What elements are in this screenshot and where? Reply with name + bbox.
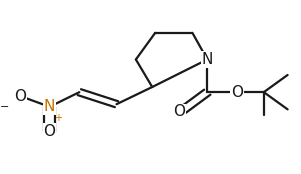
Text: +: + — [54, 113, 62, 123]
Text: −: − — [0, 102, 9, 112]
Text: O: O — [231, 85, 243, 100]
Text: O: O — [14, 89, 26, 104]
Text: O: O — [44, 124, 56, 139]
Text: O: O — [173, 104, 185, 119]
Text: N: N — [44, 99, 55, 114]
Text: N: N — [202, 52, 213, 67]
